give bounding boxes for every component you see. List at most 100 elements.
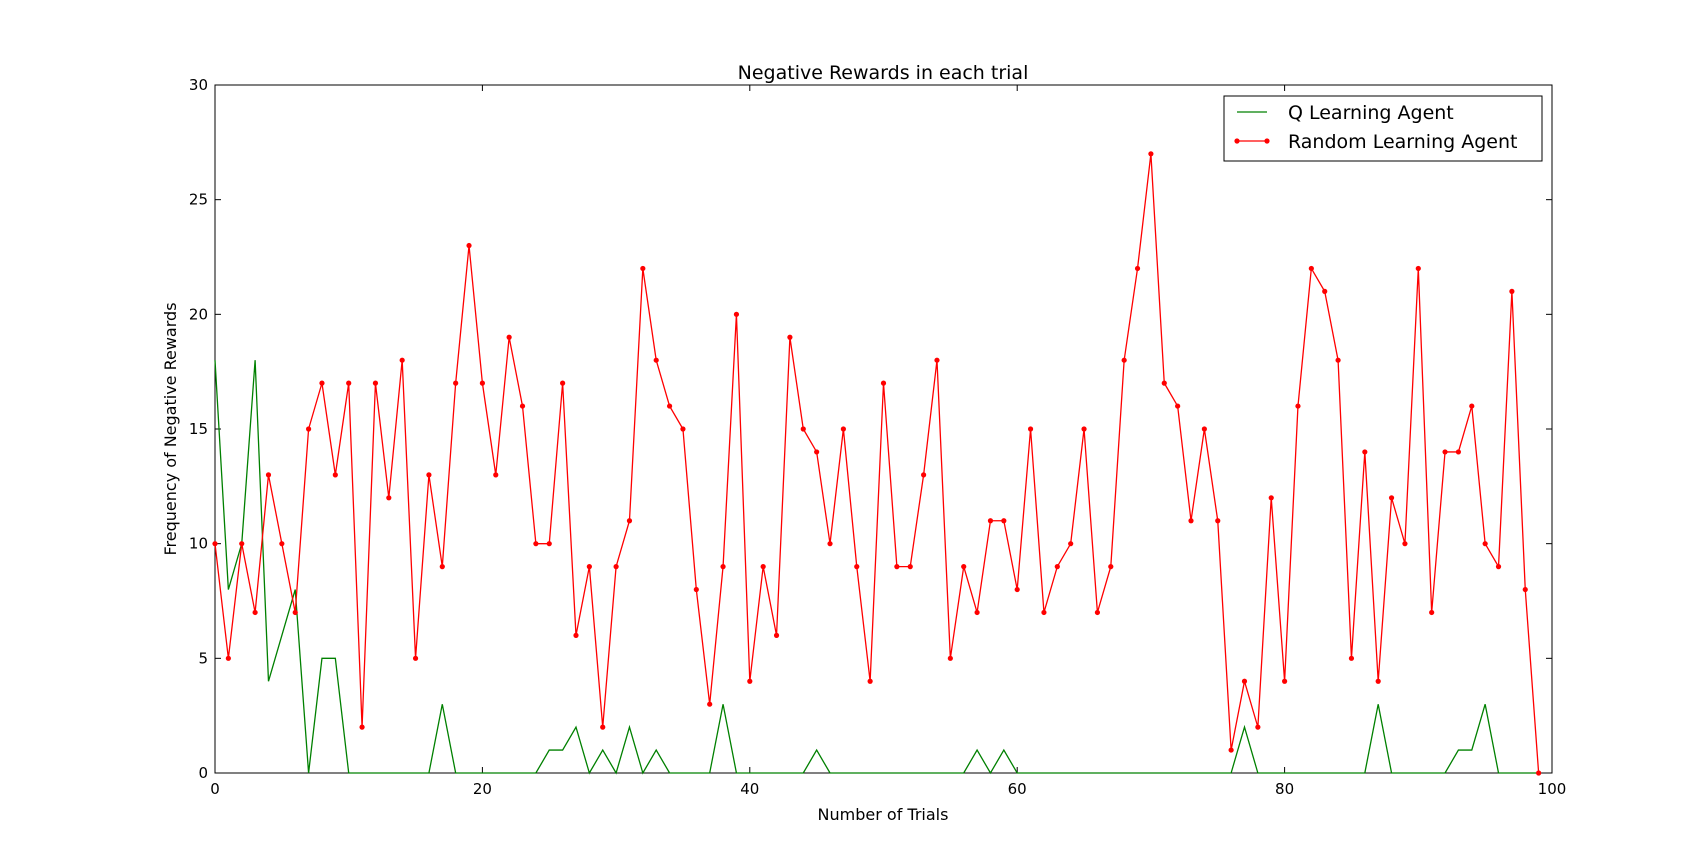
- data-point: [666, 403, 673, 409]
- data-point: [1255, 724, 1261, 730]
- data-point: [987, 518, 994, 524]
- data-point: [600, 724, 606, 730]
- data-point: [493, 472, 499, 478]
- data-point: [1148, 151, 1154, 157]
- data-point: [1241, 678, 1248, 684]
- data-point: [1175, 403, 1181, 409]
- data-point: [239, 541, 245, 547]
- data-point: [907, 564, 913, 570]
- legend-label-q-learning: Q Learning Agent: [1288, 102, 1454, 124]
- data-point: [1014, 586, 1020, 593]
- data-point: [1134, 265, 1141, 272]
- data-point: [560, 380, 566, 386]
- data-point: [814, 449, 820, 455]
- data-point: [1455, 449, 1462, 455]
- data-point: [1161, 380, 1167, 386]
- data-point: [1268, 495, 1274, 501]
- data-point: [747, 678, 753, 684]
- x-tick-label: 100: [1538, 780, 1567, 798]
- data-point: [693, 586, 699, 593]
- data-point: [1201, 426, 1207, 432]
- y-tick-label: 10: [189, 535, 208, 553]
- data-point: [265, 472, 272, 478]
- data-point: [720, 564, 726, 570]
- data-point: [1375, 678, 1381, 684]
- data-point: [1482, 541, 1488, 547]
- data-point: [827, 541, 833, 547]
- series-line-0: [214, 360, 1539, 775]
- data-point: [1094, 609, 1101, 616]
- data-point: [1108, 564, 1114, 570]
- data-point: [506, 334, 512, 340]
- data-point: [1308, 265, 1314, 272]
- data-point: [1402, 541, 1408, 547]
- data-point: [1415, 265, 1421, 272]
- data-point: [921, 472, 927, 478]
- y-tick-label: 15: [189, 420, 208, 438]
- data-point: [867, 678, 873, 684]
- data-point: [1027, 426, 1034, 432]
- data-point: [372, 380, 379, 386]
- data-point: [1041, 609, 1047, 616]
- data-point: [1001, 518, 1007, 524]
- data-point: [1322, 288, 1328, 294]
- y-tick-label: 5: [198, 649, 208, 667]
- legend-label-random: Random Learning Agent: [1288, 131, 1517, 153]
- data-point: [332, 472, 338, 478]
- data-point: [1121, 357, 1127, 363]
- data-point: [1442, 449, 1448, 455]
- data-point: [707, 701, 713, 707]
- legend-box: [1223, 95, 1543, 162]
- data-point: [546, 541, 552, 547]
- x-tick-label: 20: [473, 780, 492, 798]
- data-point: [760, 564, 766, 570]
- data-point: [359, 724, 365, 730]
- data-point: [947, 655, 953, 661]
- data-point: [1188, 518, 1194, 524]
- data-point: [533, 541, 539, 547]
- series-markers: [212, 151, 1542, 776]
- data-point: [974, 609, 980, 616]
- data-point: [573, 632, 579, 639]
- data-point: [773, 632, 780, 639]
- data-point: [1228, 747, 1234, 753]
- y-tick-label: 25: [189, 191, 208, 209]
- data-point: [1054, 564, 1060, 570]
- axis-ticks: 0 20 40 60 80 100 0 5 10 15 20 25 30: [189, 76, 1566, 798]
- data-point: [733, 311, 740, 317]
- data-point: [961, 564, 967, 570]
- y-tick-label: 20: [189, 305, 208, 323]
- data-point: [1081, 426, 1087, 432]
- data-point: [1388, 495, 1395, 501]
- data-point: [626, 518, 633, 524]
- data-point: [586, 564, 592, 570]
- data-point: [1509, 288, 1515, 294]
- chart-title: Negative Rewards in each trial: [738, 62, 1029, 84]
- legend-marker-random-left: [1234, 138, 1240, 144]
- y-axis-label: Frequency of Negative Rewards: [161, 302, 180, 555]
- data-point: [252, 609, 258, 616]
- data-point: [787, 334, 793, 340]
- data-point: [680, 426, 686, 432]
- x-tick-label: 0: [210, 780, 220, 798]
- data-point: [412, 655, 419, 661]
- data-point: [1215, 518, 1221, 524]
- x-axis-label: Number of Trials: [818, 805, 949, 824]
- data-point: [519, 403, 526, 409]
- data-point: [439, 564, 445, 570]
- x-tick-label: 80: [1275, 780, 1294, 798]
- data-point: [346, 380, 352, 386]
- data-point: [894, 564, 900, 570]
- data-point: [453, 380, 459, 386]
- data-point: [1335, 357, 1341, 363]
- data-point: [1295, 403, 1301, 409]
- data-point: [640, 265, 646, 272]
- data-point: [1469, 403, 1475, 409]
- data-point: [386, 495, 392, 501]
- data-point: [1068, 541, 1074, 547]
- data-point: [1282, 678, 1288, 684]
- data-point: [305, 426, 312, 432]
- data-point: [653, 357, 659, 363]
- data-point: [292, 609, 298, 616]
